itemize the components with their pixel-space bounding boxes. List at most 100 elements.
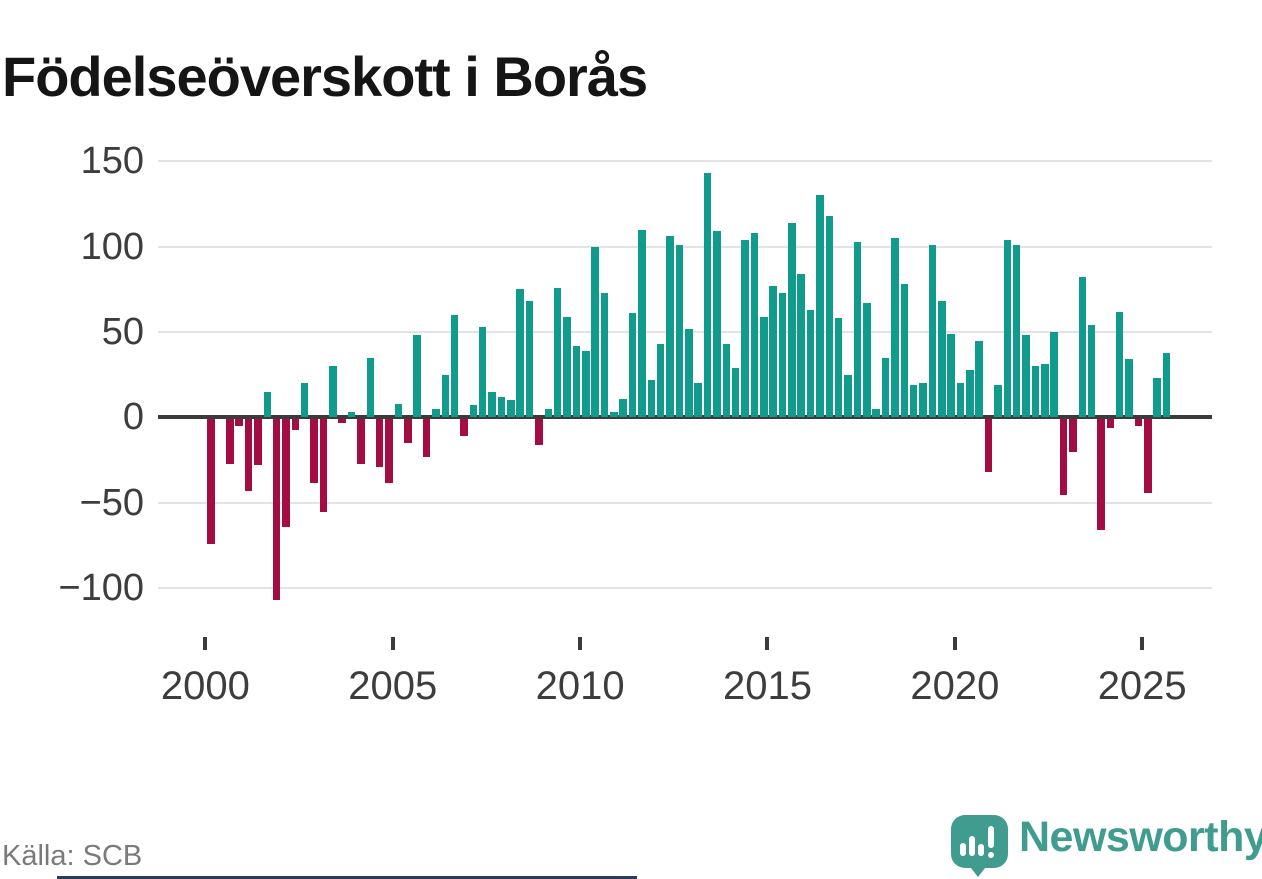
grid-line	[158, 331, 1212, 333]
data-bar	[628, 313, 637, 418]
data-bar	[525, 301, 534, 418]
data-bar	[797, 273, 805, 418]
data-bar	[600, 292, 609, 418]
data-bar	[919, 383, 927, 418]
data-bar	[582, 350, 590, 418]
data-bar	[713, 231, 721, 418]
data-bar	[1041, 364, 1049, 418]
data-bar	[244, 419, 253, 492]
data-bar	[460, 419, 468, 437]
data-bar	[385, 419, 393, 483]
data-bar	[1012, 244, 1021, 418]
data-bar	[853, 241, 862, 418]
data-bar	[1069, 419, 1077, 452]
data-bar	[731, 367, 740, 418]
data-bar	[900, 284, 909, 418]
data-bar	[1031, 366, 1040, 418]
data-bar	[282, 419, 290, 527]
grid-line	[158, 245, 1212, 248]
x-axis-tick-mark	[203, 637, 208, 650]
data-bar	[825, 215, 834, 418]
data-bar	[666, 236, 674, 418]
data-bar	[1153, 378, 1161, 418]
data-bar	[881, 357, 890, 418]
data-bar	[207, 419, 215, 545]
y-axis-tick-label: 150	[80, 140, 144, 183]
data-bar	[591, 246, 599, 418]
data-bar	[685, 328, 693, 418]
data-bar	[226, 419, 234, 464]
data-bar	[722, 343, 731, 418]
data-bar	[750, 232, 759, 418]
data-bar	[1059, 419, 1068, 495]
data-bar	[984, 419, 993, 473]
data-bar	[610, 412, 618, 418]
x-axis-tick-mark	[952, 637, 957, 650]
data-bar	[404, 419, 412, 444]
data-bar	[347, 412, 356, 418]
data-bar	[507, 400, 515, 418]
data-bar	[656, 343, 665, 418]
data-bar	[872, 408, 880, 418]
data-bar	[1144, 419, 1152, 493]
data-bar	[1134, 419, 1143, 427]
data-bar	[647, 379, 656, 418]
data-bar	[975, 340, 983, 418]
x-axis-tick-mark	[390, 637, 395, 650]
data-bar	[497, 396, 506, 418]
data-bar	[788, 222, 796, 418]
data-bar	[469, 405, 478, 418]
data-bar	[254, 419, 262, 466]
grid-line	[158, 587, 1212, 590]
data-bar	[703, 173, 712, 418]
data-bar	[394, 403, 403, 418]
data-bar	[300, 383, 309, 418]
data-bar	[422, 419, 431, 457]
data-bar	[863, 302, 871, 418]
data-bar	[816, 195, 824, 418]
newsworthy-logo-text: Newsworthy	[1019, 813, 1262, 861]
x-axis-tick-label: 2000	[160, 664, 250, 708]
x-axis-tick-label: 2010	[535, 664, 625, 708]
logo-chart-bar-icon	[969, 836, 975, 856]
y-axis-tick-label: −50	[79, 481, 144, 524]
data-bar	[769, 285, 777, 418]
data-bar	[535, 419, 543, 445]
grid-line	[158, 501, 1212, 504]
logo-chart-bar-icon	[960, 843, 966, 856]
data-bar	[844, 374, 852, 418]
logo-exclamation-icon	[988, 826, 994, 848]
data-bar	[310, 419, 318, 483]
data-bar	[1162, 352, 1171, 418]
data-bar	[478, 326, 487, 418]
data-bar	[741, 239, 749, 418]
data-bar	[760, 316, 768, 418]
x-axis-tick-label: 2015	[722, 664, 812, 708]
data-bar	[806, 309, 815, 418]
data-bar	[966, 369, 974, 418]
data-bar	[441, 374, 449, 418]
data-bar	[272, 419, 281, 601]
data-bar	[450, 314, 459, 418]
data-bar	[413, 335, 421, 418]
y-axis-tick-label: 50	[101, 311, 144, 353]
logo-chart-bar-icon	[978, 844, 984, 856]
data-bar	[544, 408, 553, 418]
x-axis-tick-mark	[1140, 637, 1145, 650]
data-bar	[572, 345, 581, 418]
data-bar	[938, 301, 946, 418]
data-bar	[1106, 419, 1115, 428]
newsworthy-logo-mark-icon	[951, 815, 1008, 868]
source-label: Källa: SCB	[2, 840, 143, 872]
x-axis-zero-line	[158, 415, 1212, 420]
data-bar	[235, 419, 243, 427]
x-axis-tick-label: 2020	[910, 664, 1000, 708]
data-bar	[291, 419, 300, 430]
data-bar	[263, 391, 271, 418]
x-axis-tick-label: 2005	[348, 664, 438, 708]
data-bar	[1125, 359, 1133, 418]
y-axis-tick-label: −100	[58, 567, 144, 610]
data-bar	[516, 289, 524, 418]
data-bar	[891, 238, 899, 418]
